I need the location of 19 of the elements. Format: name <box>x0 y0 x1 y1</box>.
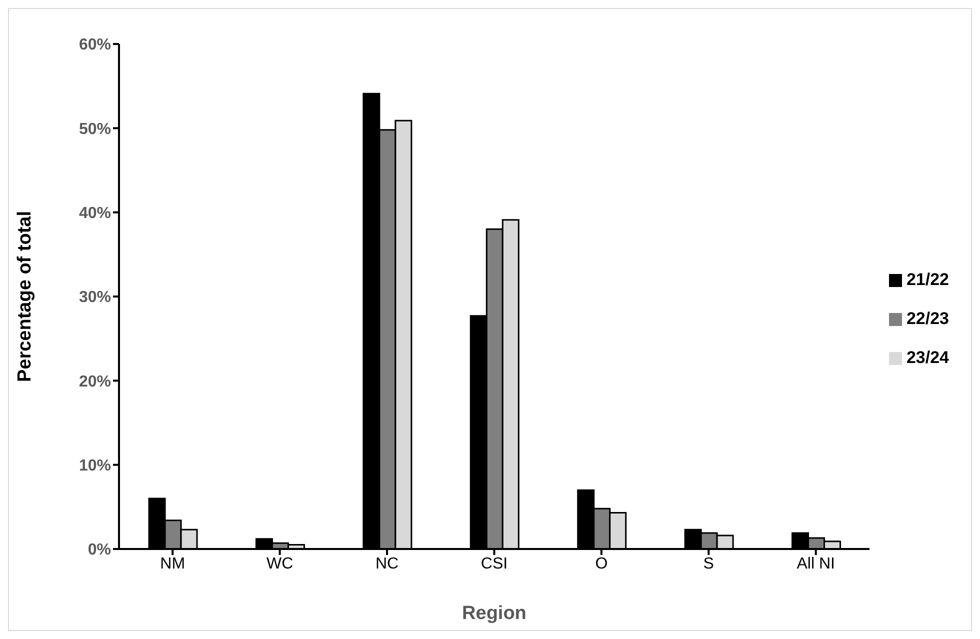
x-tick-label: NM <box>160 555 186 572</box>
y-tick-label: 50% <box>78 120 111 138</box>
y-tick-label: 10% <box>78 458 111 475</box>
x-tick-label: NC <box>375 555 399 572</box>
y-tick-label: 0% <box>88 542 111 559</box>
y-tick-label: 60% <box>78 36 111 54</box>
legend-label: 21/22 <box>906 270 949 288</box>
y-tick-label: 20% <box>78 373 111 390</box>
x-tick-label: S <box>703 555 714 572</box>
x-tick-label: CSI <box>480 555 508 572</box>
legend-label: 23/24 <box>906 348 949 366</box>
x-tick-label: WC <box>266 555 294 572</box>
y-axis-title: Percentage of total <box>14 210 36 382</box>
x-axis-title: Region <box>462 603 526 624</box>
y-tick-label: 40% <box>78 205 111 222</box>
x-tick-label: O <box>595 555 608 572</box>
x-tick-label: All NI <box>796 555 835 572</box>
y-tick-label: 30% <box>78 289 111 306</box>
legend-label: 22/23 <box>906 308 949 328</box>
